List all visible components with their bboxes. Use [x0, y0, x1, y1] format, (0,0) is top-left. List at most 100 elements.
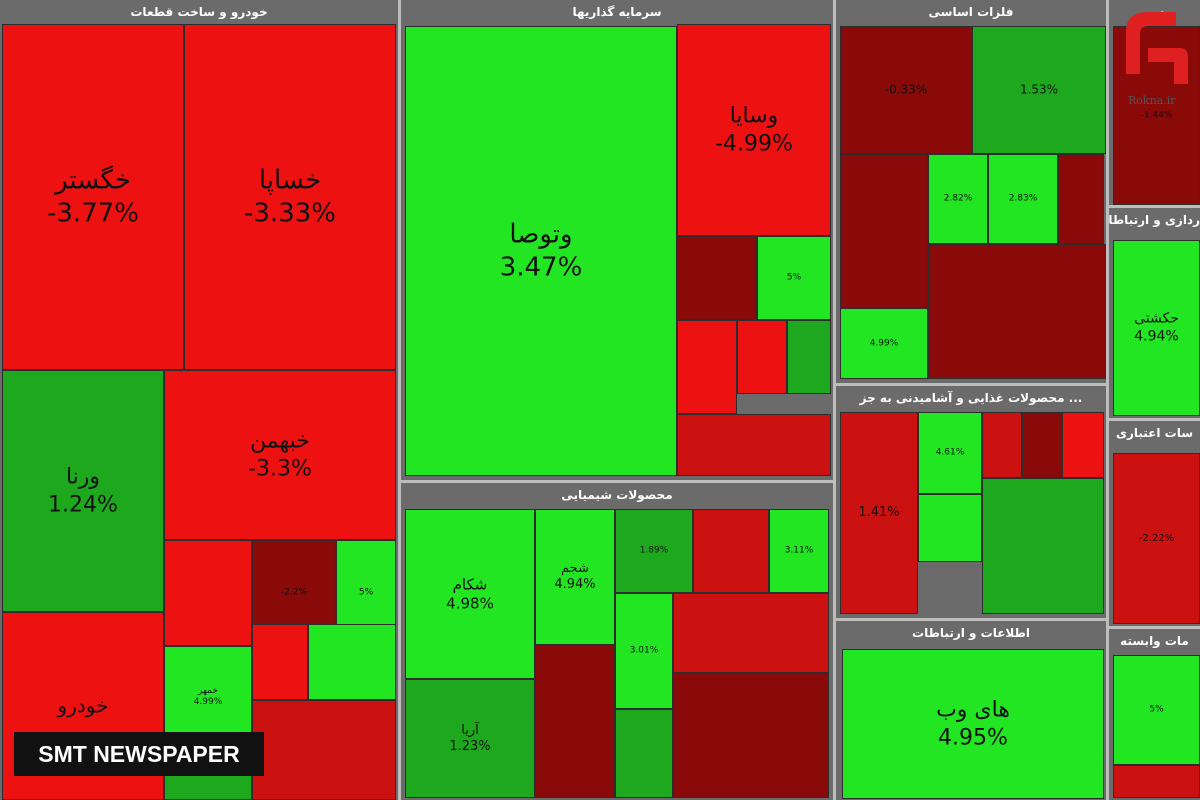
treemap-tile[interactable]: وتوصا 3.47%	[405, 26, 677, 476]
tile-change: -2.2%	[280, 587, 308, 598]
sector-title: فلزات اساسی	[928, 5, 1014, 19]
tile-label: 1.41%	[841, 505, 917, 521]
tile-label: خمهر 4.99%	[165, 686, 251, 709]
tile-label: -2.2%	[253, 587, 335, 598]
treemap-tile[interactable]	[982, 412, 1022, 478]
treemap-tile[interactable]: 4.99%	[840, 308, 928, 379]
treemap-tile[interactable]	[673, 673, 829, 798]
sector-body: خگستر -3.77% خساپا -3.33% ورنا 1.24% خبهمن -3.3…	[2, 24, 396, 800]
sector-panel: سرمایه گذاریها وتوصا 3.47% وسایا -4.99% 5%	[401, 0, 833, 480]
treemap-tile[interactable]: 2.83%	[988, 154, 1058, 244]
tile-label: آریا 1.23%	[406, 722, 534, 755]
tile-symbol: شکام	[452, 575, 488, 594]
tile-change: -1.44%	[1140, 109, 1173, 120]
tile-change: -4.99%	[715, 131, 793, 156]
sector-body: 5%	[1111, 653, 1200, 798]
treemap-tile[interactable]	[1062, 412, 1104, 478]
treemap-tile[interactable]	[1022, 412, 1062, 478]
treemap-tile[interactable]: 2.82%	[928, 154, 988, 244]
tile-label: خساپا -3.33%	[185, 165, 395, 230]
treemap-tile[interactable]	[918, 494, 982, 562]
tile-label: خگستر -3.77%	[3, 165, 183, 230]
treemap-tile[interactable]	[164, 540, 252, 646]
treemap-tile[interactable]: 1.53%	[972, 26, 1106, 154]
tile-label: های وب 4.95%	[843, 697, 1103, 752]
treemap-tile[interactable]: شجم 4.94%	[535, 509, 615, 645]
treemap-tile[interactable]	[308, 624, 396, 700]
treemap-tile[interactable]: آریا 1.23%	[405, 679, 535, 798]
tile-change: 4.99%	[193, 697, 223, 707]
tile-change: -3.3%	[248, 456, 312, 481]
tile-change: 4.94%	[1134, 328, 1179, 344]
treemap-tile[interactable]: 5%	[1113, 655, 1200, 765]
tile-change: 3.11%	[784, 545, 814, 556]
treemap-tile[interactable]: 1.89%	[615, 509, 693, 593]
sector-title: محصولات شیمیایی	[561, 488, 673, 502]
treemap-tile[interactable]	[677, 320, 737, 414]
tile-change: 4.95%	[938, 725, 1008, 750]
treemap-tile[interactable]	[535, 645, 615, 798]
treemap-tile[interactable]	[677, 414, 831, 476]
tile-label: 1.89%	[616, 545, 692, 556]
tile-label: شکام 4.98%	[406, 575, 534, 613]
tile-label: 3.01%	[616, 645, 672, 656]
sector-body: های وب 4.95%	[838, 645, 1104, 799]
sector-body: وتوصا 3.47% وسایا -4.99% 5%	[403, 24, 831, 478]
treemap-tile[interactable]	[1113, 765, 1200, 798]
treemap-tile[interactable]: وسایا -4.99%	[677, 24, 831, 236]
treemap-tile[interactable]: های وب 4.95%	[842, 649, 1104, 799]
sector-title: سات اعتباری	[1115, 426, 1194, 440]
treemap-tile[interactable]	[615, 709, 673, 798]
sector-body: شکام 4.98% شجم 4.94% 1.89% 3.11% آریا 1.23% 3.01…	[403, 507, 831, 798]
tile-change: -3.33%	[244, 198, 336, 228]
tile-label: 4.61%	[919, 447, 981, 458]
tile-label: -0.33%	[841, 83, 971, 98]
tile-label: خبهمن -3.3%	[165, 428, 395, 483]
treemap-tile[interactable]	[787, 320, 831, 394]
sector-title: ... محصولات غذایی و آشامیدنی به جز	[859, 391, 1083, 405]
tile-change: 5%	[786, 272, 802, 283]
tile-label: 3.11%	[770, 545, 828, 556]
treemap-tile[interactable]	[737, 320, 787, 394]
treemap-tile[interactable]: خساپا -3.33%	[184, 24, 396, 370]
tile-symbol: ورنا	[65, 464, 101, 490]
treemap-tile[interactable]	[677, 236, 757, 320]
logo-text: Rokna.ir	[1128, 94, 1176, 107]
treemap-tile[interactable]	[252, 624, 308, 700]
treemap-tile[interactable]: -0.33%	[840, 26, 972, 154]
treemap-tile[interactable]	[928, 244, 1106, 379]
treemap-tile[interactable]: شکام 4.98%	[405, 509, 535, 679]
treemap-tile[interactable]	[673, 593, 829, 673]
sector-title: خودرو و ساخت قطعات	[130, 5, 268, 19]
treemap-tile[interactable]	[252, 700, 396, 800]
treemap-tile[interactable]: 3.11%	[769, 509, 829, 593]
tile-change: 5%	[1149, 704, 1164, 715]
treemap-tile[interactable]: خگستر -3.77%	[2, 24, 184, 370]
tile-change: 2.83%	[1008, 193, 1038, 204]
tile-symbol: خودرو	[57, 693, 109, 718]
treemap-tile[interactable]: 5%	[757, 236, 831, 320]
treemap-tile[interactable]: خبهمن -3.3%	[164, 370, 396, 540]
tile-change: 4.99%	[869, 337, 899, 348]
tile-change: 3.47%	[499, 252, 583, 282]
tile-label: 5%	[1114, 704, 1199, 715]
tile-symbol: خگستر	[55, 165, 131, 196]
tile-symbol: وتوصا	[509, 219, 573, 250]
treemap-tile[interactable]: 4.61%	[918, 412, 982, 494]
tile-label: 5%	[758, 272, 830, 283]
treemap-tile[interactable]: ورنا 1.24%	[2, 370, 164, 612]
treemap-tile[interactable]	[840, 154, 928, 308]
treemap-tile[interactable]: حکشتی 4.94%	[1113, 240, 1200, 416]
tile-change: 3.01%	[629, 645, 659, 656]
treemap-tile[interactable]	[693, 509, 769, 593]
tile-label: وتوصا 3.47%	[406, 219, 676, 284]
treemap-tile[interactable]: 1.41%	[840, 412, 918, 614]
treemap-tile[interactable]	[982, 478, 1104, 614]
tile-label: 2.82%	[929, 193, 987, 204]
treemap-tile[interactable]	[1058, 154, 1104, 244]
tile-label: 1.53%	[973, 83, 1105, 98]
treemap-tile[interactable]: -2.22%	[1113, 453, 1200, 624]
treemap-tile[interactable]: 3.01%	[615, 593, 673, 709]
treemap-tile[interactable]: خمهر 4.99%	[164, 646, 252, 748]
